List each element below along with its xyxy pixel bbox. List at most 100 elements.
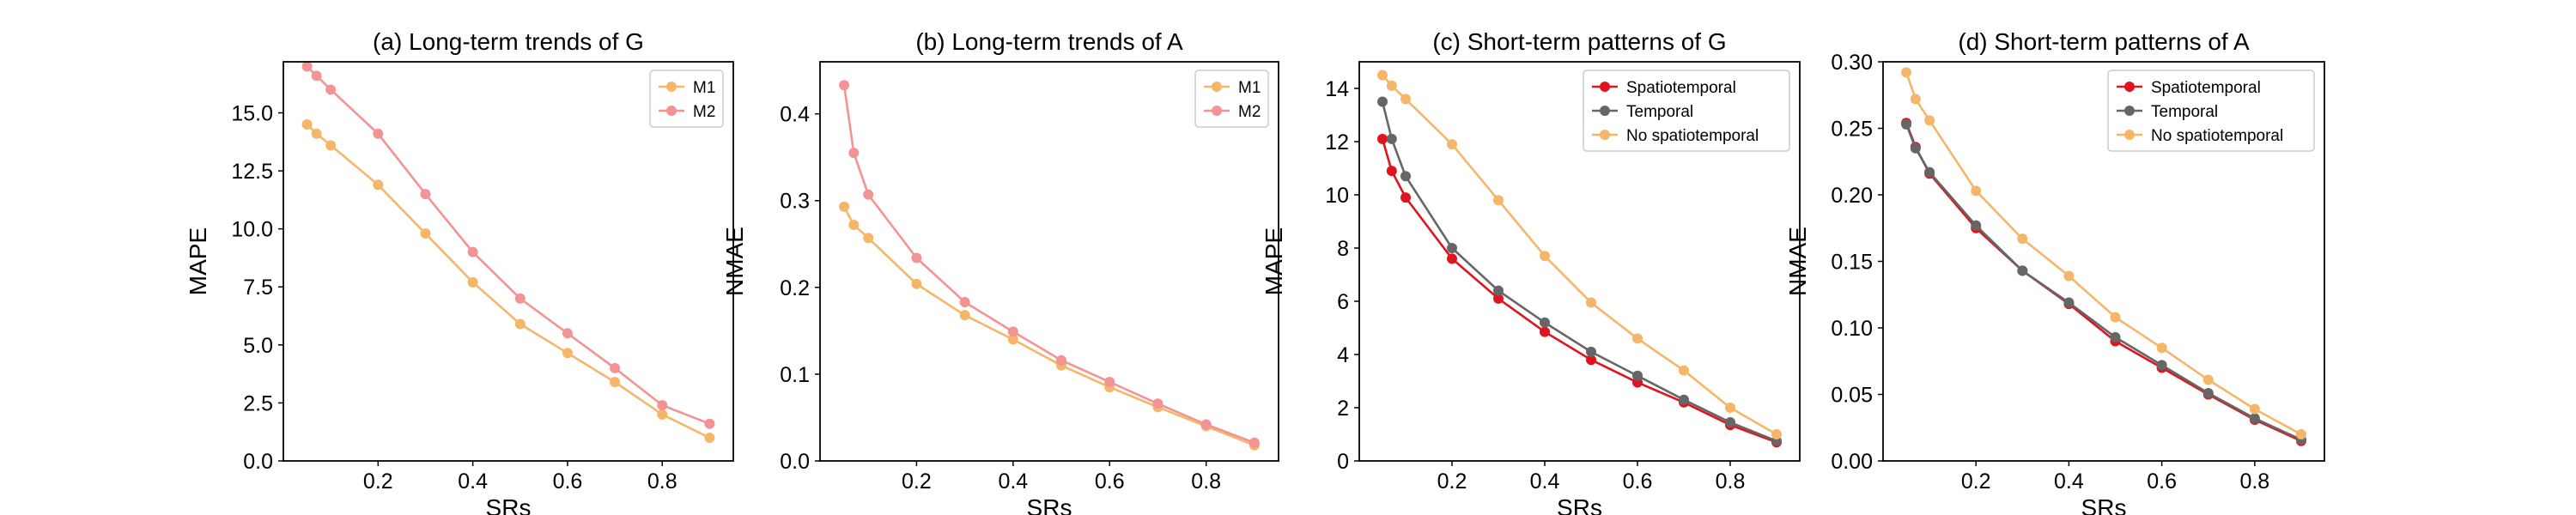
data-point	[1447, 253, 1457, 264]
x-tick-label: 0.8	[1716, 470, 1746, 494]
data-point	[1924, 115, 1935, 126]
legend-item: Spatiotemporal	[2117, 79, 2261, 97]
data-point	[2017, 233, 2028, 245]
data-point	[1632, 370, 1643, 381]
y-tick-label: 2.5	[243, 391, 273, 415]
data-point	[1586, 346, 1596, 357]
legend-marker	[1600, 106, 1610, 116]
legend-label: Temporal	[2151, 103, 2218, 121]
data-point	[1540, 326, 1550, 337]
series-m1	[301, 118, 715, 443]
x-tick-label: 0.6	[1623, 470, 1653, 494]
data-point	[863, 233, 874, 244]
data-point	[467, 276, 478, 288]
data-point	[325, 84, 337, 95]
legend: Spatiotemporal Temporal No spatiotemporal	[1583, 70, 1790, 152]
data-point	[911, 252, 922, 264]
legend-item: M1	[1204, 79, 1261, 97]
legend-box	[2107, 70, 2315, 152]
data-point	[301, 118, 313, 130]
data-point	[562, 328, 573, 339]
data-point	[704, 432, 715, 443]
plot-frame	[819, 61, 1279, 462]
y-tick-label: 0.4	[780, 103, 810, 127]
chart-title: (b) Long-term trends of A	[915, 28, 1183, 55]
legend-label: M1	[1238, 79, 1261, 97]
series-no-spatiotemporal	[1377, 70, 1782, 439]
series-m2	[301, 62, 715, 429]
y-tick-label: 4	[1337, 343, 1349, 367]
legend-marker	[2124, 82, 2135, 92]
data-point	[1725, 417, 1735, 428]
data-point	[1249, 437, 1260, 448]
data-point	[1493, 293, 1504, 304]
legend-item: No spatiotemporal	[1592, 127, 1759, 145]
y-tick-label: 14	[1325, 77, 1349, 101]
data-point	[1447, 243, 1457, 253]
data-point	[1386, 80, 1397, 91]
series-spatiotemporal	[1377, 133, 1782, 448]
y-tick-label: 15.0	[231, 101, 273, 125]
y-axis-label: NMAE	[721, 227, 748, 296]
legend-marker	[666, 106, 677, 116]
legend-item: M2	[659, 103, 715, 121]
data-point	[1540, 317, 1550, 328]
chart-2: (b) Long-term trends of A 0.2 0.4 0.6 0.8 0.0…	[721, 28, 1279, 515]
chart-3: (c) Short-term patterns of G 0.2 0.4 0.6 0.8…	[1261, 28, 1801, 515]
legend-item: Temporal	[2117, 103, 2218, 121]
data-point	[839, 201, 850, 212]
data-point	[863, 189, 874, 200]
x-tick-label: 0.4	[458, 470, 488, 494]
legend-marker	[2124, 106, 2135, 116]
data-point	[1200, 419, 1212, 430]
data-point	[1632, 333, 1643, 344]
data-point	[1400, 192, 1411, 203]
data-point	[2063, 297, 2075, 308]
data-point	[657, 400, 668, 411]
y-tick-label: 10	[1325, 184, 1349, 208]
legend-marker	[666, 82, 677, 92]
data-point	[1679, 394, 1689, 405]
legend-label: Temporal	[1626, 103, 1693, 121]
data-point	[1493, 285, 1504, 296]
x-axis-label: SRs	[1557, 494, 1602, 515]
legend-item: Spatiotemporal	[1592, 79, 1736, 97]
x-tick-label: 0.2	[1961, 470, 1991, 494]
x-tick-label: 0.4	[2054, 470, 2084, 494]
data-point	[1377, 96, 1388, 107]
series-line	[1381, 101, 1777, 443]
y-tick-label: 7.5	[243, 276, 273, 300]
data-point	[2202, 374, 2214, 385]
legend-item: Temporal	[1592, 103, 1693, 121]
legend-marker	[1600, 130, 1610, 140]
x-tick-label: 0.8	[1191, 470, 1221, 494]
x-tick-label: 0.4	[998, 470, 1028, 494]
chart-4: (d) Short-term patterns of A 0.2 0.4 0.6 0.8…	[1784, 28, 2325, 515]
y-tick-label: 12	[1325, 130, 1349, 154]
legend-label: No spatiotemporal	[1626, 127, 1759, 145]
data-point	[2249, 413, 2260, 424]
x-tick-label: 0.8	[647, 470, 677, 494]
data-point	[1400, 94, 1411, 105]
data-point	[325, 140, 337, 151]
data-point	[1586, 354, 1596, 366]
data-point	[1447, 139, 1457, 150]
x-tick-label: 0.4	[1530, 470, 1560, 494]
series-m2	[839, 80, 1260, 448]
legend-marker	[1212, 82, 1222, 92]
data-point	[420, 189, 431, 200]
data-point	[514, 318, 526, 330]
y-tick-label: 0.3	[780, 190, 810, 214]
y-tick-label: 12.5	[231, 160, 273, 184]
y-tick-label: 6	[1337, 290, 1349, 314]
data-point	[1007, 334, 1018, 345]
y-tick-label: 0.0	[243, 450, 273, 474]
data-point	[467, 246, 478, 258]
x-axis-label: SRs	[2081, 494, 2127, 515]
data-point	[959, 310, 970, 321]
data-point	[311, 70, 322, 82]
chart-1: (a) Long-term trends of G 0.2 0.4 0.6 0.8 0.0…	[185, 28, 734, 515]
data-point	[1725, 403, 1735, 413]
data-point	[1377, 70, 1388, 81]
